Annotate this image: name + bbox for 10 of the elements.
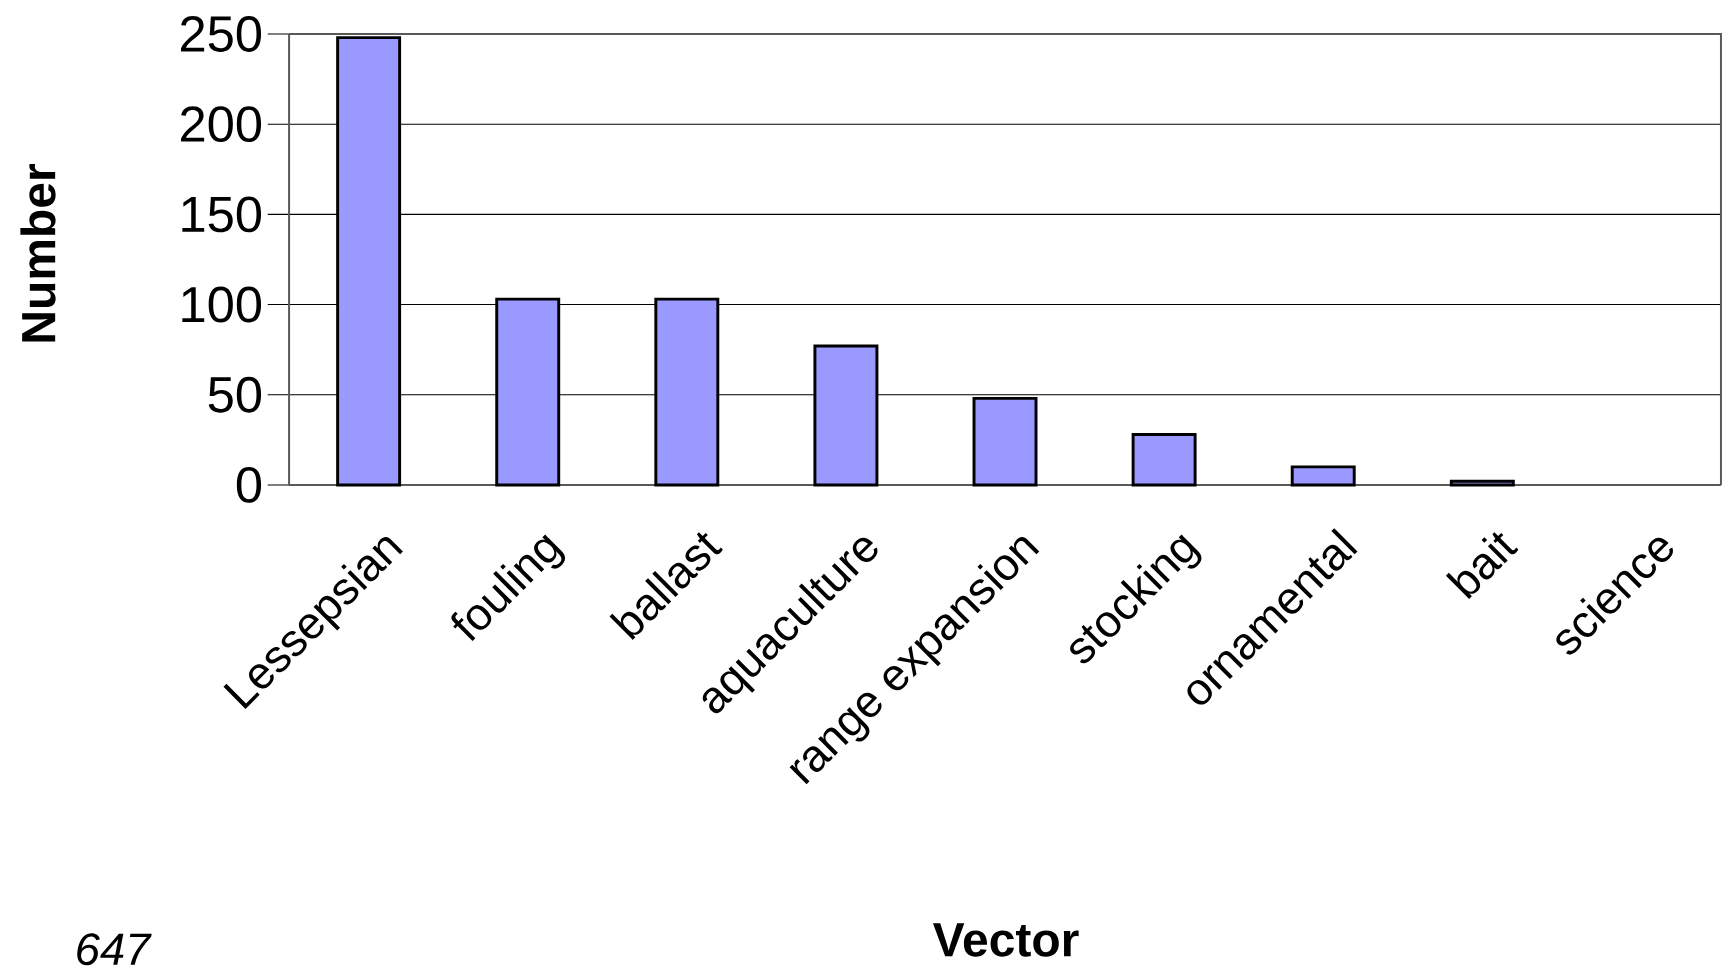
y-axis-title: Number xyxy=(20,164,56,342)
y-tick-label: 200 xyxy=(181,106,262,143)
y-tick-label: 150 xyxy=(182,196,262,233)
text: 647 xyxy=(77,933,152,966)
y-tick-label: 50 xyxy=(208,376,262,413)
y-tick-label: 0 xyxy=(236,466,262,503)
y-tick-label: 250 xyxy=(181,16,262,52)
x-axis-title: Vector xyxy=(932,923,1079,957)
y-tick-label: 100 xyxy=(182,286,262,323)
x-tick-label: bait xyxy=(1445,532,1519,599)
